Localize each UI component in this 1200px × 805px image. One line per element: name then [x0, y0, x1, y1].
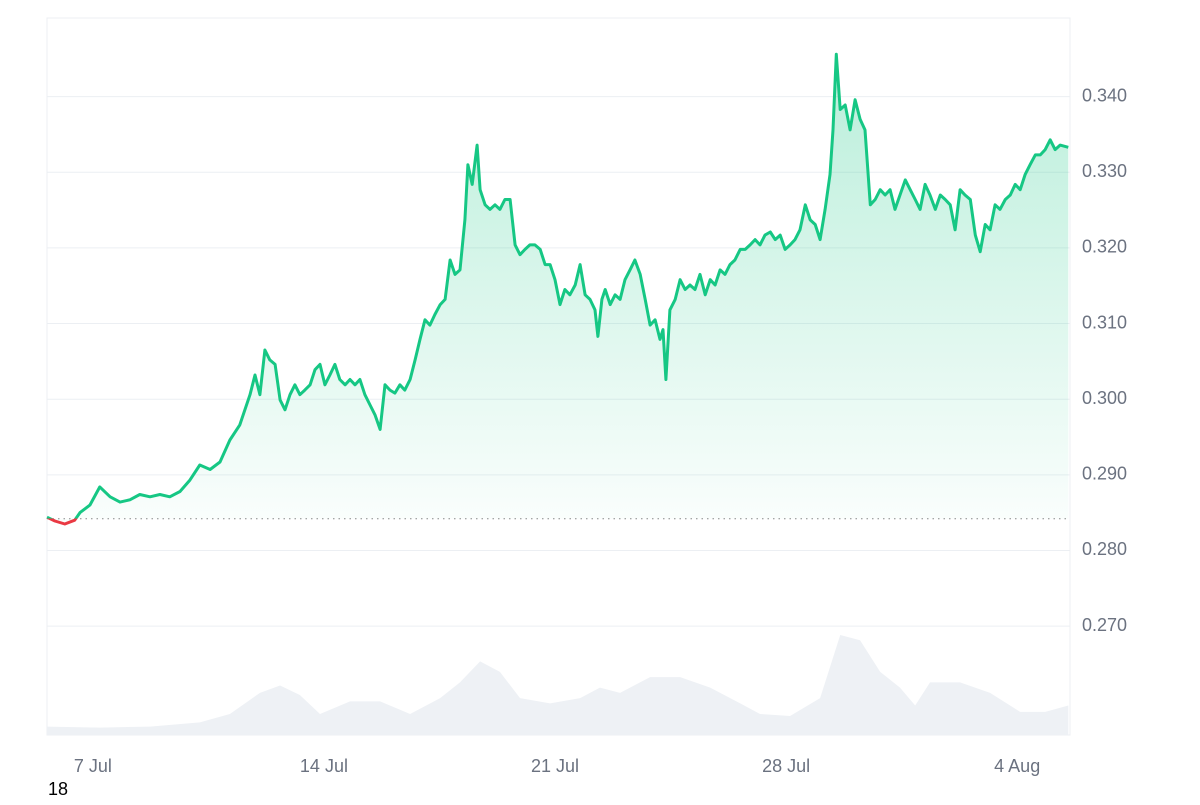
x-tick-label: 7 Jul: [74, 756, 112, 776]
y-tick-label: 0.310: [1082, 312, 1127, 332]
volume-area: [47, 635, 1069, 735]
corner-label: 18: [48, 779, 68, 799]
x-tick-label: 28 Jul: [762, 756, 810, 776]
y-tick-label: 0.330: [1082, 161, 1127, 181]
y-tick-label: 0.320: [1082, 237, 1127, 257]
y-tick-label: 0.300: [1082, 388, 1127, 408]
y-tick-label: 0.340: [1082, 85, 1127, 105]
price-line: [46, 52, 1069, 526]
y-tick-label: 0.270: [1082, 615, 1127, 635]
x-tick-label: 4 Aug: [994, 756, 1040, 776]
x-tick-label: 14 Jul: [300, 756, 348, 776]
x-tick-label: 21 Jul: [531, 756, 579, 776]
price-area: [47, 54, 1069, 525]
y-tick-label: 0.290: [1082, 464, 1127, 484]
y-tick-label: 0.280: [1082, 539, 1127, 559]
